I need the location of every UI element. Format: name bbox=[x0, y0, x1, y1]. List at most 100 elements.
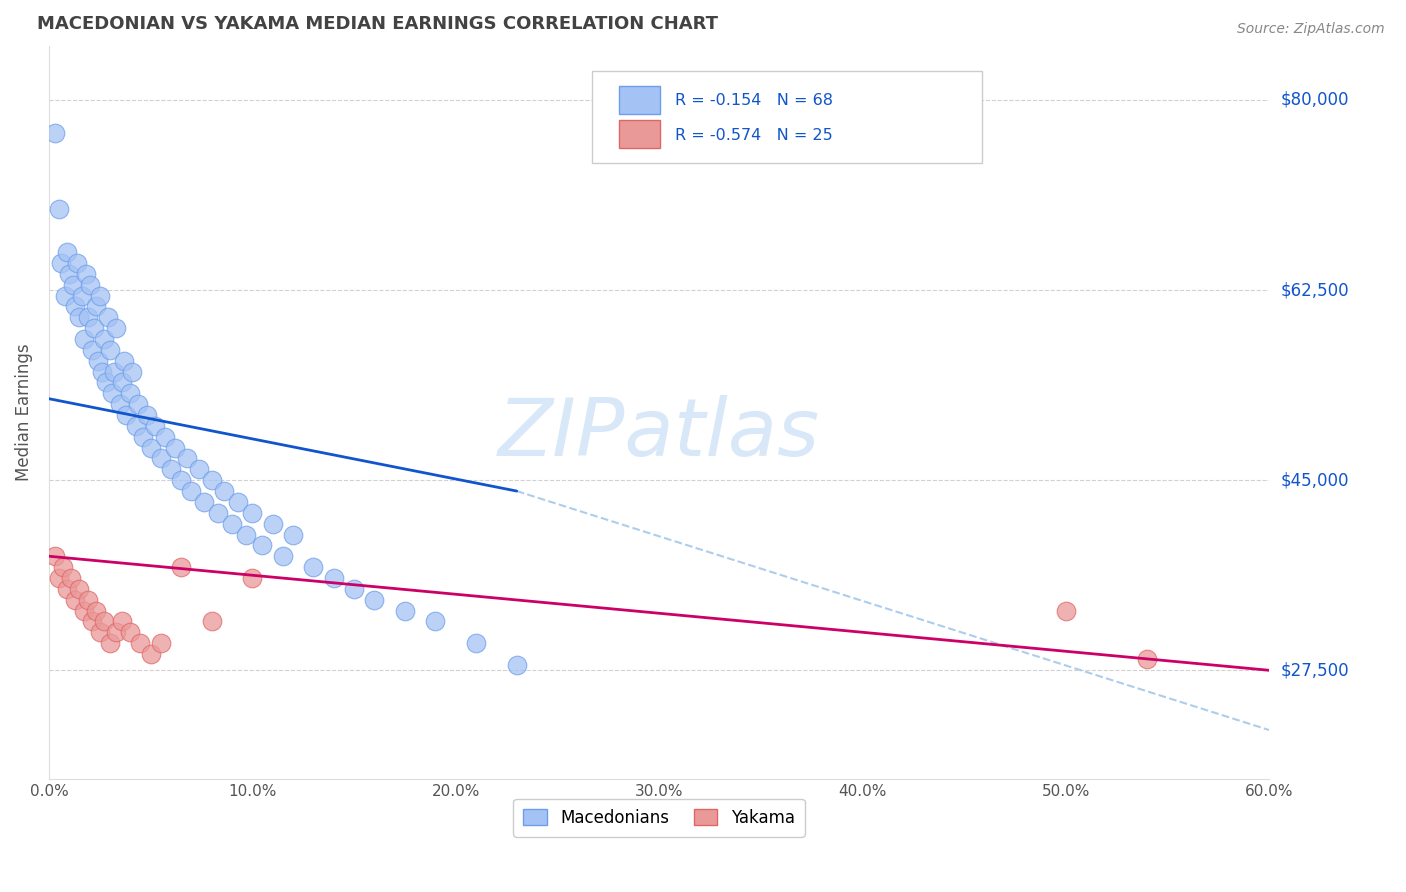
Text: MACEDONIAN VS YAKAMA MEDIAN EARNINGS CORRELATION CHART: MACEDONIAN VS YAKAMA MEDIAN EARNINGS COR… bbox=[37, 15, 718, 33]
Point bbox=[160, 462, 183, 476]
Point bbox=[93, 615, 115, 629]
Point bbox=[226, 495, 249, 509]
Point bbox=[201, 615, 224, 629]
Point bbox=[149, 451, 172, 466]
Point bbox=[76, 310, 98, 325]
Text: $80,000: $80,000 bbox=[1281, 91, 1348, 109]
Point bbox=[69, 582, 91, 596]
Point bbox=[112, 353, 135, 368]
Point bbox=[101, 386, 124, 401]
Point bbox=[65, 299, 87, 313]
Point bbox=[111, 615, 134, 629]
Point bbox=[90, 365, 112, 379]
Point bbox=[165, 441, 187, 455]
Point bbox=[80, 343, 103, 357]
Point bbox=[322, 571, 344, 585]
Point bbox=[60, 571, 83, 585]
Point bbox=[1054, 603, 1077, 617]
Y-axis label: Median Earnings: Median Earnings bbox=[15, 343, 32, 481]
Point bbox=[170, 473, 193, 487]
Point bbox=[79, 277, 101, 292]
Point bbox=[69, 310, 91, 325]
Point bbox=[83, 321, 105, 335]
Point bbox=[58, 267, 80, 281]
Point bbox=[135, 408, 157, 422]
Point bbox=[75, 267, 97, 281]
Point bbox=[505, 657, 527, 672]
Point bbox=[48, 571, 70, 585]
Point bbox=[425, 615, 447, 629]
Point bbox=[80, 615, 103, 629]
Point bbox=[207, 506, 229, 520]
Point bbox=[193, 495, 215, 509]
Point bbox=[302, 560, 325, 574]
Point bbox=[56, 245, 79, 260]
Text: R = -0.154   N = 68: R = -0.154 N = 68 bbox=[675, 93, 832, 108]
Point bbox=[170, 560, 193, 574]
Point bbox=[139, 441, 162, 455]
Point bbox=[98, 636, 121, 650]
Point bbox=[201, 473, 224, 487]
Point bbox=[176, 451, 198, 466]
Point bbox=[281, 527, 304, 541]
Point bbox=[465, 636, 488, 650]
Point bbox=[76, 592, 98, 607]
Text: $27,500: $27,500 bbox=[1281, 661, 1348, 680]
FancyBboxPatch shape bbox=[619, 86, 661, 114]
Point bbox=[343, 582, 366, 596]
Point bbox=[65, 592, 87, 607]
Point bbox=[84, 603, 107, 617]
Point bbox=[262, 516, 284, 531]
Point bbox=[51, 256, 73, 270]
FancyBboxPatch shape bbox=[619, 120, 661, 148]
Point bbox=[125, 418, 148, 433]
Point bbox=[87, 353, 110, 368]
Point bbox=[44, 549, 66, 564]
Point bbox=[72, 603, 94, 617]
Point bbox=[56, 582, 79, 596]
Point bbox=[149, 636, 172, 650]
Point bbox=[52, 560, 75, 574]
Point bbox=[240, 571, 263, 585]
Point bbox=[105, 321, 128, 335]
Point bbox=[89, 625, 111, 640]
Point bbox=[394, 603, 416, 617]
Point bbox=[105, 625, 128, 640]
Point bbox=[271, 549, 294, 564]
Point bbox=[121, 365, 143, 379]
Text: Source: ZipAtlas.com: Source: ZipAtlas.com bbox=[1237, 22, 1385, 37]
Text: R = -0.574   N = 25: R = -0.574 N = 25 bbox=[675, 128, 832, 143]
Point bbox=[97, 310, 120, 325]
Point bbox=[48, 202, 70, 216]
Point bbox=[84, 299, 107, 313]
Point bbox=[129, 636, 152, 650]
Point bbox=[212, 484, 235, 499]
Point bbox=[120, 625, 142, 640]
Point bbox=[44, 126, 66, 140]
Point bbox=[131, 430, 153, 444]
Point bbox=[240, 506, 263, 520]
Point bbox=[94, 376, 117, 390]
Point bbox=[66, 256, 89, 270]
Point bbox=[127, 397, 149, 411]
Point bbox=[188, 462, 211, 476]
Point bbox=[93, 332, 115, 346]
Point bbox=[153, 430, 176, 444]
Point bbox=[72, 332, 94, 346]
Text: $45,000: $45,000 bbox=[1281, 471, 1348, 489]
Text: $62,500: $62,500 bbox=[1281, 281, 1348, 299]
Point bbox=[252, 538, 274, 552]
Point bbox=[89, 288, 111, 302]
Text: ZIPatlas: ZIPatlas bbox=[498, 395, 820, 474]
Point bbox=[139, 647, 162, 661]
Point bbox=[363, 592, 385, 607]
Point bbox=[120, 386, 142, 401]
Point bbox=[143, 418, 166, 433]
Point bbox=[1136, 652, 1159, 666]
Point bbox=[235, 527, 257, 541]
Point bbox=[108, 397, 131, 411]
Point bbox=[180, 484, 202, 499]
Point bbox=[98, 343, 121, 357]
Point bbox=[221, 516, 243, 531]
Point bbox=[62, 277, 84, 292]
